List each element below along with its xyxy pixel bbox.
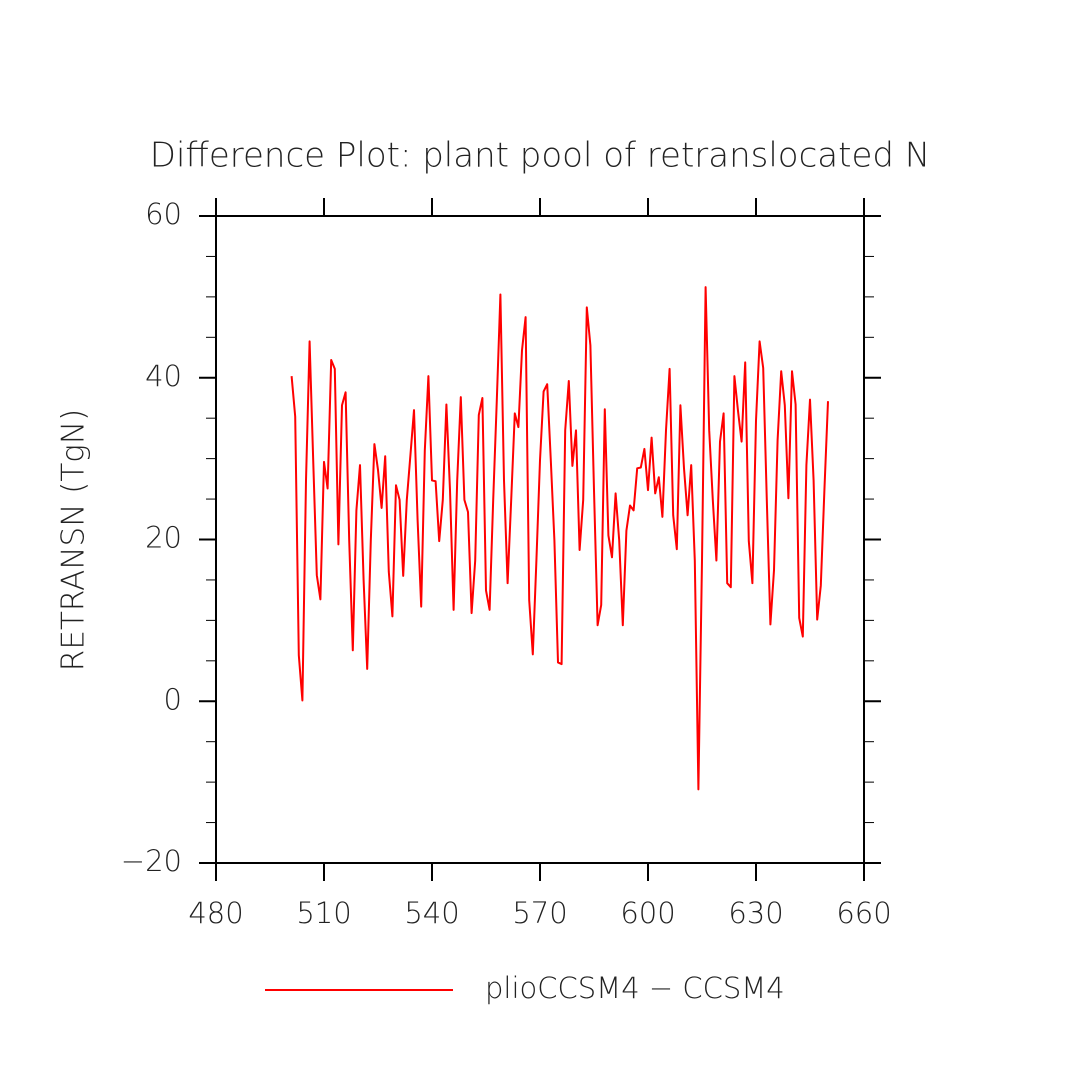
y-tick-label: −20 — [121, 844, 182, 878]
x-tick-label: 480 — [188, 896, 243, 930]
y-tick-label: 20 — [145, 521, 182, 555]
y-tick-label: 0 — [164, 682, 182, 716]
y-axis-label: RETRANSN (TgN) — [56, 409, 92, 671]
y-tick-label: 40 — [145, 359, 182, 393]
x-tick-label: 510 — [296, 896, 351, 930]
legend-label: plioCCSM4 − CCSM4 — [485, 971, 785, 1005]
x-tick-label: 600 — [620, 896, 675, 930]
data-line — [290, 286, 829, 791]
x-tick-label: 570 — [512, 896, 567, 930]
plot-frame — [215, 215, 865, 864]
x-tick-label: 630 — [728, 896, 783, 930]
x-tick-label: 660 — [836, 896, 891, 930]
chart-title: Difference Plot: plant pool of retranslo… — [150, 136, 930, 176]
y-tick-label: 60 — [145, 197, 182, 231]
x-tick-label: 540 — [404, 896, 459, 930]
